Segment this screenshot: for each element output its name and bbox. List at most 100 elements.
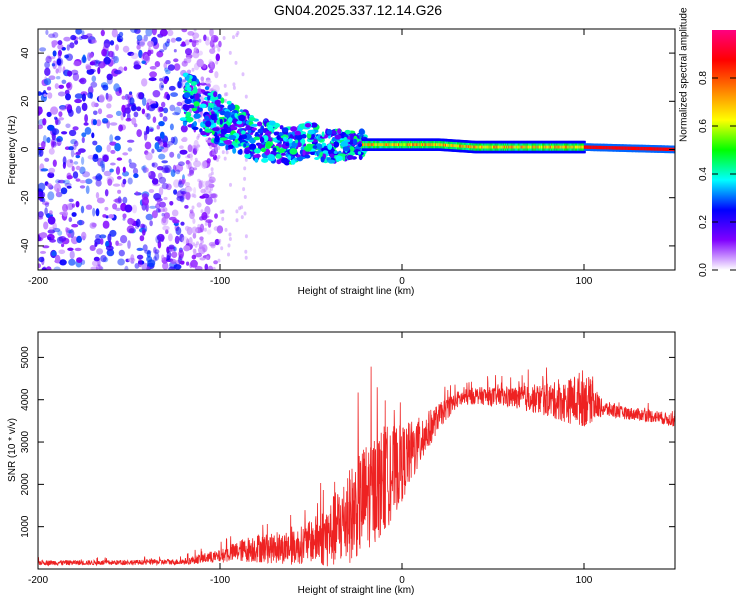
spectrogram-cell xyxy=(280,152,286,156)
spectrogram-cell xyxy=(200,131,207,136)
spectrogram-cell xyxy=(46,137,51,143)
spectrogram-cell xyxy=(216,157,219,162)
spectrogram-cell xyxy=(205,185,209,190)
spectrogram-cell xyxy=(102,214,107,218)
spectrogram-cell xyxy=(96,248,104,255)
spectrogram-cell xyxy=(49,210,53,216)
spectrogram-cell xyxy=(109,134,114,143)
spectrogram-cell xyxy=(75,178,81,182)
spectrogram-cell xyxy=(217,47,221,52)
spectrogram-cell xyxy=(115,166,121,175)
spectrogram-cell xyxy=(605,146,609,150)
spectrogram-cell xyxy=(199,257,206,261)
spectrogram-cell xyxy=(203,34,207,42)
spectrogram-xtick-label: 100 xyxy=(576,276,593,287)
spectrogram-cell xyxy=(165,60,171,65)
spectrogram-cell xyxy=(125,117,132,122)
spectrogram-cell xyxy=(47,183,53,188)
spectrogram-cell xyxy=(97,108,103,115)
spectrogram-cell xyxy=(629,146,632,150)
spectrogram-cell xyxy=(160,85,164,88)
spectrogram-cell xyxy=(191,226,198,234)
spectrogram-cell xyxy=(152,162,158,168)
spectrogram-cell xyxy=(176,80,184,89)
spectrogram-cell xyxy=(117,189,122,194)
spectrogram-cell xyxy=(199,103,207,109)
spectrogram-cell xyxy=(44,202,50,208)
spectrogram-cell xyxy=(191,205,195,210)
spectrogram-cell xyxy=(224,92,227,97)
spectrogram-cell xyxy=(290,126,298,132)
spectrogram-cell xyxy=(120,112,124,121)
spectrogram-cell xyxy=(161,212,165,217)
spectrogram-cell xyxy=(42,118,47,126)
spectrogram-cell xyxy=(200,180,204,185)
spectrogram-cell xyxy=(144,141,152,150)
spectrogram-cell xyxy=(614,146,617,150)
spectrogram-cell xyxy=(185,56,192,64)
spectrogram-cell xyxy=(174,235,180,245)
spectrogram-cell xyxy=(58,111,63,117)
spectrogram-cell xyxy=(289,134,294,140)
spectrogram-cell xyxy=(194,93,200,101)
spectrogram-cell xyxy=(178,179,183,185)
spectrogram-cell xyxy=(154,197,163,202)
spectrogram-cell xyxy=(212,266,216,270)
spectrogram-cell xyxy=(289,148,298,155)
spectrogram-cell xyxy=(141,78,148,87)
spectrogram-cell xyxy=(210,63,214,68)
spectrogram-cell xyxy=(267,124,274,131)
spectrogram-cell xyxy=(667,147,670,151)
spectrogram-cell xyxy=(228,237,232,241)
colorbar-tick-label: 0.0 xyxy=(698,263,709,277)
spectrogram-cell xyxy=(637,146,641,151)
spectrogram-cell xyxy=(208,190,212,195)
snr-ytick-label: 4000 xyxy=(20,388,31,411)
spectrogram-cell xyxy=(45,266,52,270)
spectrogram-cell xyxy=(181,60,188,67)
spectrogram-cell xyxy=(74,247,82,252)
spectrogram-cell xyxy=(205,196,213,205)
spectrogram-cell xyxy=(346,154,354,160)
spectrogram-cell xyxy=(225,144,229,151)
spectrogram-cell xyxy=(163,78,168,85)
spectrogram-cell xyxy=(42,201,50,206)
spectrogram-cell xyxy=(199,82,207,86)
spectrogram-cell xyxy=(340,140,349,148)
snr-xtick-label: -200 xyxy=(28,575,48,586)
spectrogram-cell xyxy=(314,157,320,160)
spectrogram-cell xyxy=(48,148,55,155)
spectrogram-cell xyxy=(142,97,147,106)
spectrogram-cell xyxy=(68,217,73,223)
spectrogram-cell xyxy=(152,90,161,98)
spectrogram-cell xyxy=(193,113,201,119)
spectrogram-cell xyxy=(115,44,119,51)
spectrogram-cell xyxy=(102,43,110,48)
spectrogram-cell xyxy=(136,247,144,251)
spectrogram-ytick-label: 40 xyxy=(20,47,31,59)
spectrogram-cell xyxy=(47,236,52,241)
spectrogram-cell xyxy=(327,143,333,150)
spectrogram-cell xyxy=(82,171,91,178)
spectrogram-cell xyxy=(112,203,118,210)
spectrogram-cell xyxy=(153,246,157,254)
spectrogram-cell xyxy=(159,77,163,82)
spectrogram-cell xyxy=(84,114,88,123)
spectrogram-cell xyxy=(205,79,212,84)
spectrogram-cell xyxy=(143,34,148,42)
spectrogram-cell xyxy=(116,243,123,246)
spectrogram-cell xyxy=(216,101,221,107)
spectrogram-cell xyxy=(162,262,169,270)
spectrogram-cell xyxy=(43,221,49,230)
spectrogram-cell xyxy=(204,115,210,121)
spectrogram-cell xyxy=(54,138,61,142)
spectrogram-cell xyxy=(163,142,168,148)
spectrogram-cell xyxy=(598,145,601,150)
spectrogram-cell xyxy=(149,205,157,209)
spectrogram-cell xyxy=(627,146,631,150)
spectrogram-cell xyxy=(98,61,106,69)
spectrogram-cell xyxy=(290,159,296,165)
spectrogram-cell xyxy=(181,236,189,244)
spectrogram-cell xyxy=(632,146,635,151)
